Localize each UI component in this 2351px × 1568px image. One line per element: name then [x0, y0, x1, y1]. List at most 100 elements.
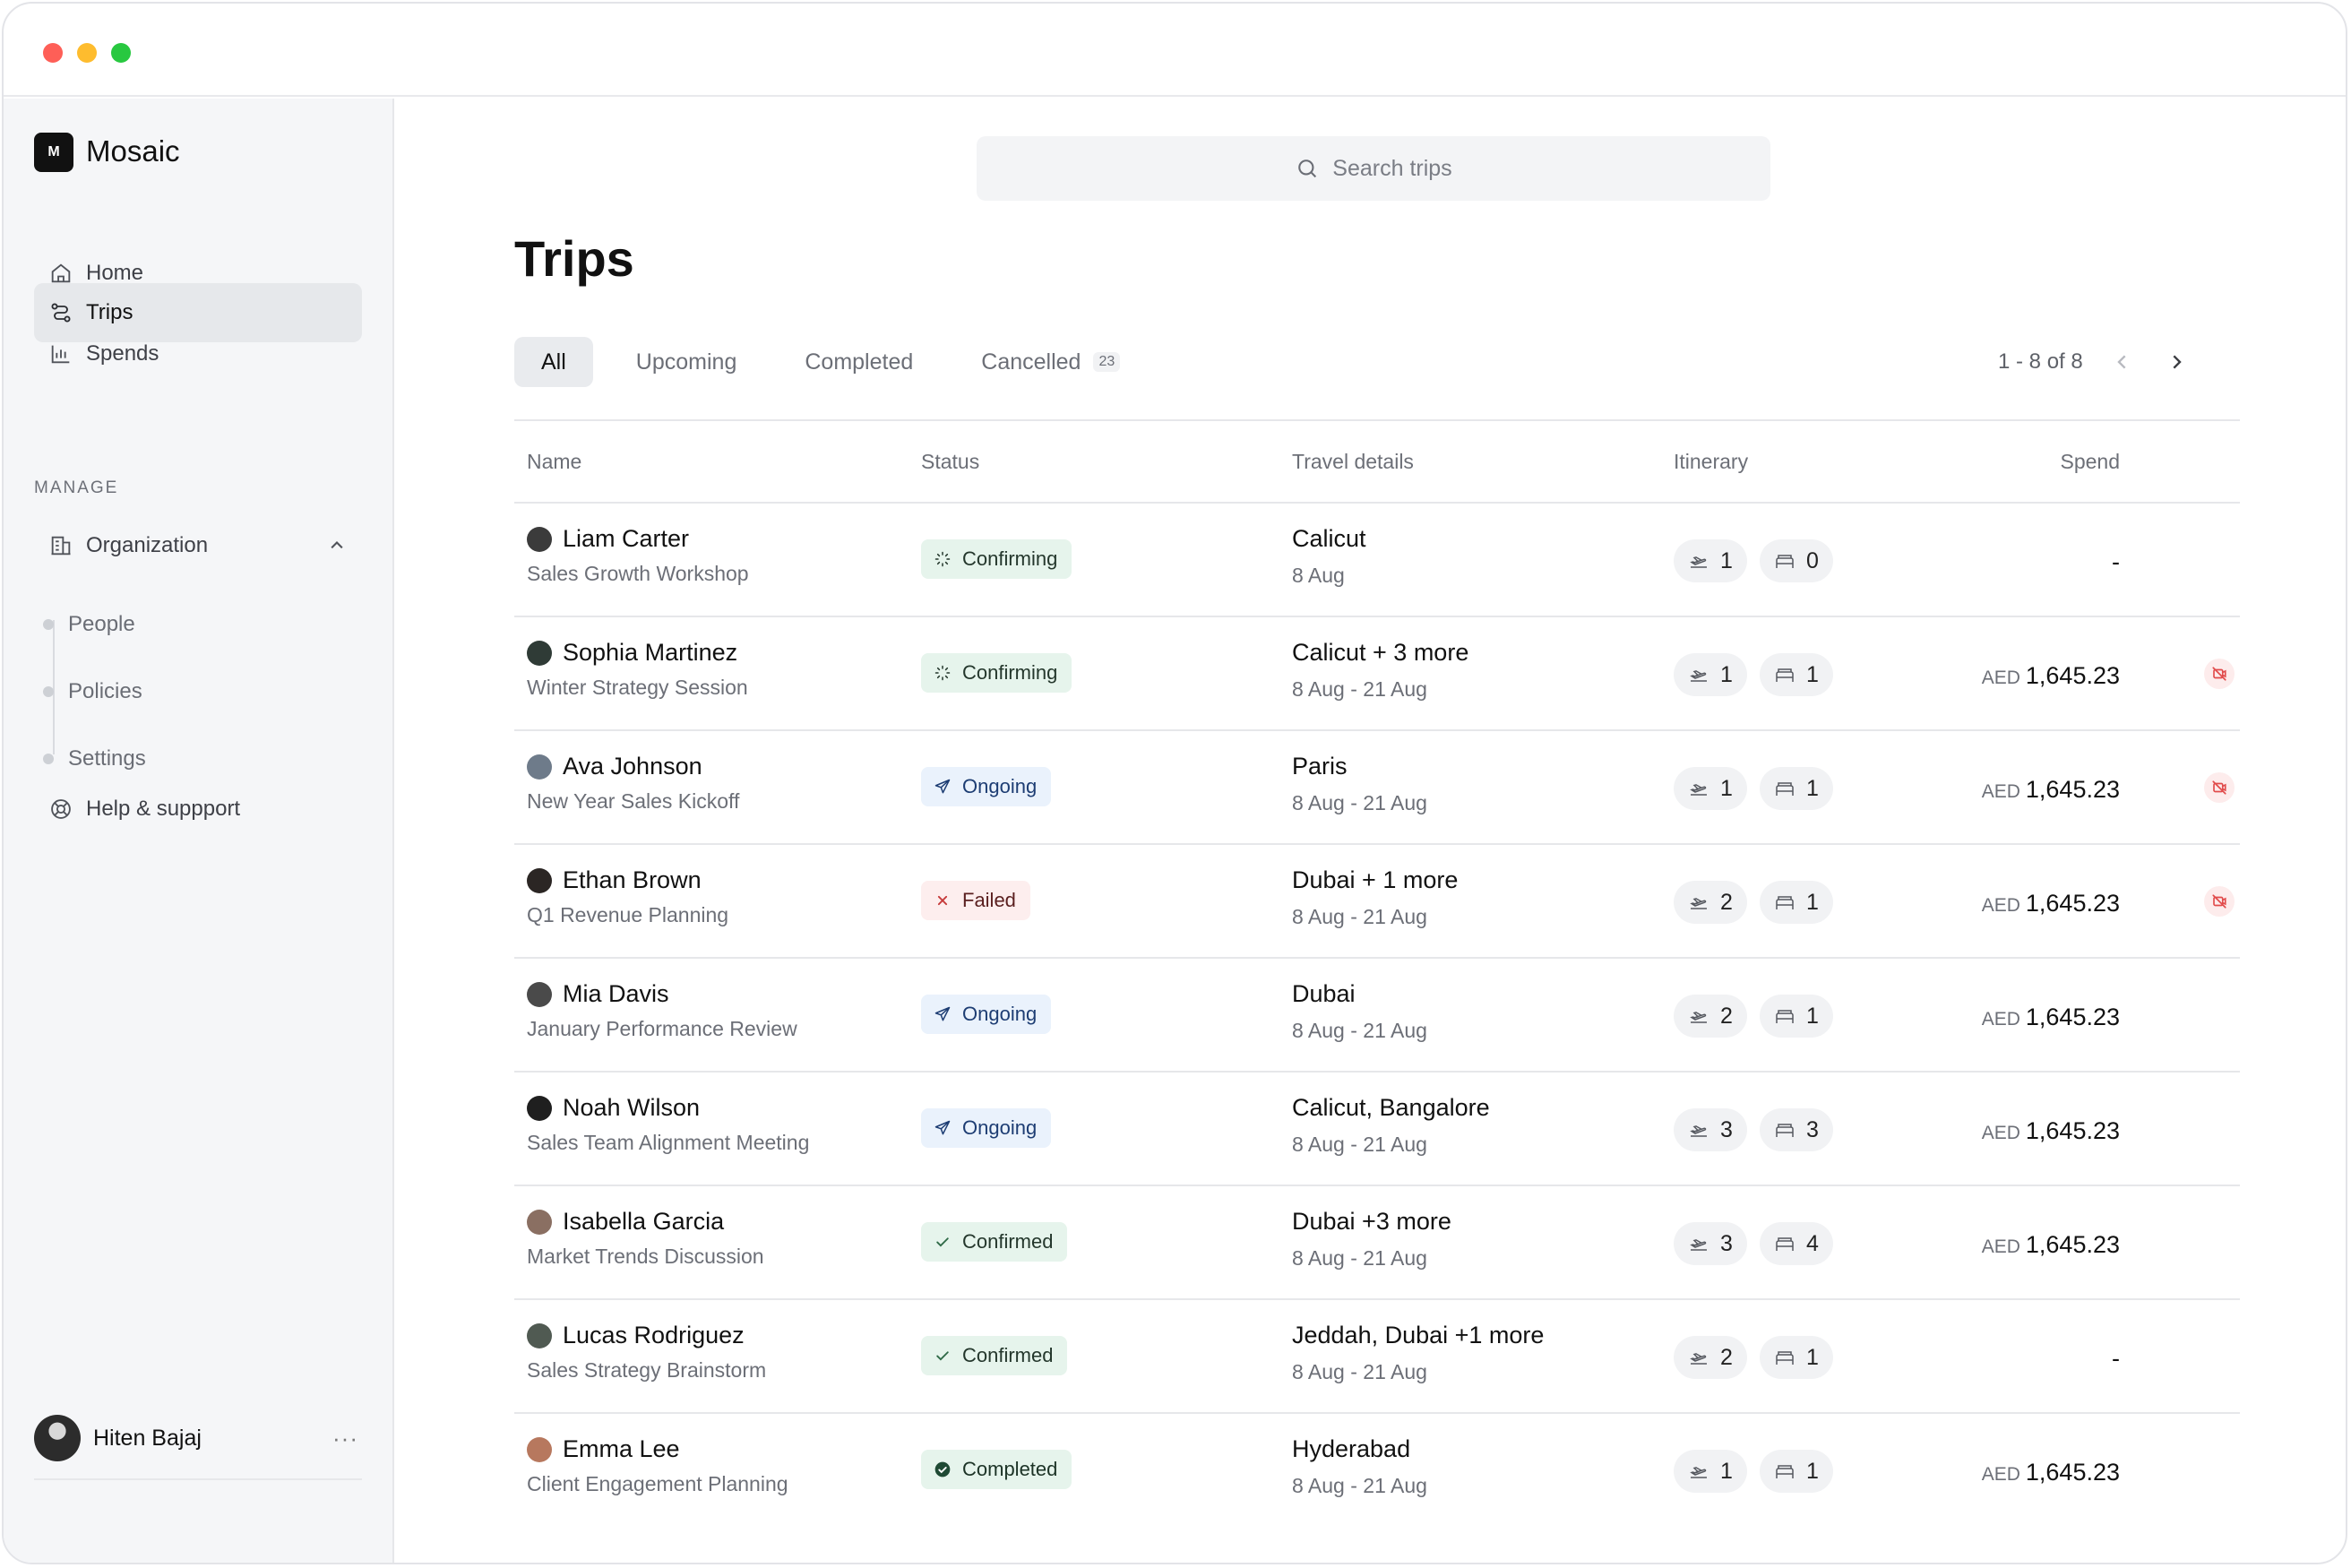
table-row[interactable]: Isabella Garcia Market Trends Discussion C…	[514, 1186, 2240, 1300]
stays-count-chip[interactable]: 0	[1760, 539, 1833, 582]
flights-count-chip[interactable]: 3	[1674, 1108, 1747, 1151]
table-row[interactable]: Lucas Rodriguez Sales Strategy Brainstorm…	[514, 1300, 2240, 1414]
sidebar-item-home[interactable]: Home	[34, 244, 362, 303]
chevron-up-icon[interactable]	[324, 533, 349, 558]
table-row[interactable]: Ava Johnson New Year Sales Kickoff Ongoing…	[514, 731, 2240, 845]
app-name: Mosaic	[86, 134, 180, 168]
avatar	[527, 1436, 552, 1462]
stays-count-chip[interactable]: 3	[1760, 1108, 1833, 1151]
avatar	[527, 754, 552, 780]
sidebar-item-label: Trips	[86, 300, 133, 324]
stays-count-chip[interactable]: 1	[1760, 881, 1833, 924]
flights-count: 1	[1720, 1458, 1733, 1484]
flights-count: 2	[1720, 889, 1733, 915]
flights-count: 1	[1720, 775, 1733, 801]
building-icon	[51, 536, 71, 556]
stays-count: 1	[1806, 1458, 1819, 1484]
x-icon	[937, 895, 948, 906]
bed-icon	[1776, 1010, 1794, 1023]
travel-details: Dubai 8 Aug - 21 Aug	[1292, 980, 1427, 1043]
flights-count-chip[interactable]: 1	[1674, 539, 1747, 582]
bed-icon	[1776, 1124, 1794, 1137]
flights-count-chip[interactable]: 2	[1674, 995, 1747, 1038]
tab-completed[interactable]: Completed	[779, 337, 938, 387]
maximize-window-button[interactable]	[111, 43, 131, 63]
more-options-button[interactable]: ···	[332, 1425, 358, 1452]
travel-dates: 8 Aug - 21 Aug	[1292, 791, 1427, 814]
trip-name-cell: Isabella Garcia Market Trends Discussion	[527, 1208, 764, 1269]
stays-count: 4	[1806, 1230, 1819, 1256]
spend-amount: AED 1,645.23	[1982, 662, 2120, 690]
user-profile[interactable]: Hiten Bajaj ···	[34, 1407, 362, 1469]
check-circle-icon	[934, 1461, 951, 1478]
stays-count-chip[interactable]: 1	[1760, 995, 1833, 1038]
status-label: Confirmed	[962, 1344, 1054, 1366]
tab-upcoming[interactable]: Upcoming	[611, 337, 762, 387]
chevron-left-icon[interactable]	[2108, 348, 2137, 376]
stays-count-chip[interactable]: 1	[1760, 1450, 1833, 1493]
minimize-window-button[interactable]	[77, 43, 97, 63]
flights-count-chip[interactable]: 3	[1674, 1222, 1747, 1265]
stays-count-chip[interactable]: 4	[1760, 1222, 1833, 1265]
flights-count-chip[interactable]: 1	[1674, 767, 1747, 810]
alert-button[interactable]	[2204, 659, 2235, 689]
chevron-right-icon[interactable]	[2162, 348, 2191, 376]
destination: Calicut + 3 more	[1292, 639, 1469, 666]
pagination: 1 - 8 of 8	[1998, 337, 2191, 387]
sidebar-item-people[interactable]: People	[43, 602, 135, 647]
stays-count-chip[interactable]: 1	[1760, 653, 1833, 696]
flights-count-chip[interactable]: 2	[1674, 881, 1747, 924]
currency-code: AED	[1981, 1123, 2020, 1143]
sidebar-item-settings[interactable]: Settings	[43, 737, 146, 781]
status-badge: Failed	[921, 881, 1030, 920]
currency-code: AED	[1981, 1009, 2020, 1030]
table-row[interactable]: Mia Davis January Performance Review Ongoi…	[514, 959, 2240, 1073]
travel-dates: 8 Aug - 21 Aug	[1292, 1133, 1427, 1156]
search-placeholder: Search trips	[1332, 155, 1452, 181]
table-row[interactable]: Sophia Martinez Winter Strategy Session Co…	[514, 617, 2240, 731]
lifebuoy-icon	[51, 799, 71, 819]
user-name: Hiten Bajaj	[93, 1425, 202, 1451]
search-input[interactable]: Search trips	[977, 136, 1770, 201]
flights-count-chip[interactable]: 2	[1674, 1336, 1747, 1379]
tab-all[interactable]: All	[514, 337, 593, 387]
alert-button[interactable]	[2204, 772, 2235, 803]
sidebar-item-help[interactable]: Help & suppport	[34, 780, 362, 839]
stays-count-chip[interactable]: 1	[1760, 767, 1833, 810]
table-row[interactable]: Liam Carter Sales Growth Workshop Confirmi…	[514, 504, 2240, 617]
sidebar-item-spends[interactable]: Spends	[34, 324, 362, 383]
close-window-button[interactable]	[43, 43, 63, 63]
flights-count: 2	[1720, 1344, 1733, 1370]
flights-count-chip[interactable]: 1	[1674, 653, 1747, 696]
sidebar-item-policies[interactable]: Policies	[43, 669, 142, 714]
sidebar-item-organization[interactable]: Organization	[34, 516, 362, 575]
trip-title: Client Engagement Planning	[527, 1472, 788, 1495]
flights-count: 3	[1720, 1116, 1733, 1142]
flights-count-chip[interactable]: 1	[1674, 1450, 1747, 1493]
amount: 1,645.23	[2025, 1231, 2120, 1258]
sidebar-item-label: Help & suppport	[86, 797, 241, 821]
sidebar-item-trips[interactable]: Trips	[34, 283, 362, 342]
stays-count-chip[interactable]: 1	[1760, 1336, 1833, 1379]
table-row[interactable]: Ethan Brown Q1 Revenue Planning Failed Duba…	[514, 845, 2240, 959]
status-badge: Confirming	[921, 653, 1072, 693]
travel-dates: 8 Aug - 21 Aug	[1292, 1474, 1427, 1497]
no-camera-alert-icon	[2212, 894, 2226, 909]
traveller: Ava Johnson	[527, 753, 739, 780]
flights-count: 3	[1720, 1230, 1733, 1256]
flights-count: 2	[1720, 1003, 1733, 1029]
tab-cancelled[interactable]: Cancelled 23	[956, 337, 1145, 387]
table-row[interactable]: Emma Lee Client Engagement Planning Comple…	[514, 1414, 2240, 1528]
table-row[interactable]: Noah Wilson Sales Team Alignment Meeting O…	[514, 1073, 2240, 1186]
traveller-name: Ava Johnson	[563, 753, 702, 780]
status-label: Confirming	[962, 547, 1058, 570]
destination: Dubai +3 more	[1292, 1208, 1451, 1235]
tab-label: All	[541, 349, 566, 375]
alert-button[interactable]	[2204, 886, 2235, 917]
amount: 1,645.23	[2025, 662, 2120, 689]
traveller: Mia Davis	[527, 980, 797, 1008]
status-badge: Confirming	[921, 539, 1072, 579]
page-title: Trips	[514, 230, 634, 287]
flights-count: 1	[1720, 547, 1733, 573]
amount: 1,645.23	[2025, 1117, 2120, 1144]
